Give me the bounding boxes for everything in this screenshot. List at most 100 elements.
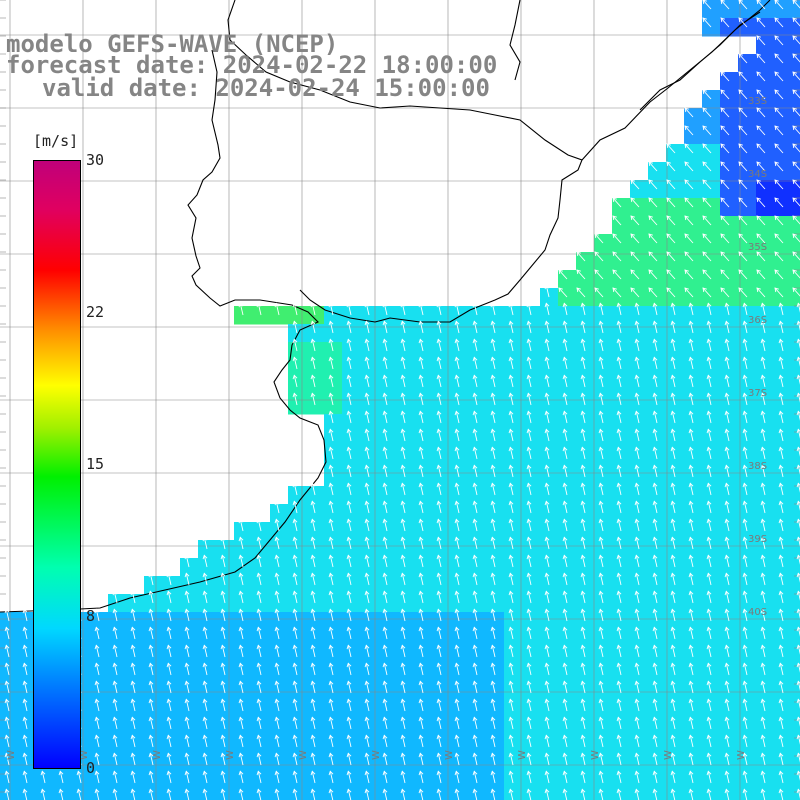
wind-arrow-head (760, 788, 766, 794)
wind-arrow (131, 681, 136, 694)
wind-cell (738, 270, 757, 289)
wind-arrow-head (382, 770, 388, 776)
wind-cell (792, 72, 800, 91)
wind-arrow (185, 609, 190, 622)
wind-arrow (329, 681, 334, 694)
wind-cell (0, 612, 19, 631)
wind-arrow-head (436, 644, 442, 650)
wind-cell (468, 324, 487, 343)
wind-cell (594, 594, 613, 613)
wind-cell (252, 720, 271, 739)
wind-arrow-head (472, 698, 478, 704)
wind-arrow-head (580, 662, 586, 668)
wind-arrow-head (4, 698, 10, 704)
wind-arrow-head (562, 644, 568, 650)
wind-cell (630, 666, 649, 685)
wind-arrow-head (688, 626, 694, 632)
wind-arrow-head (792, 215, 797, 221)
wind-cell (288, 648, 307, 667)
wind-arrow-head (472, 662, 478, 668)
wind-arrow-head (562, 680, 568, 686)
wind-cell (270, 540, 289, 559)
wind-arrow (329, 429, 334, 442)
wind-arrow (509, 519, 514, 532)
wind-cell (144, 684, 163, 703)
wind-arrow (545, 357, 550, 370)
wind-arrow-head (436, 788, 442, 794)
wind-arrow-head (184, 752, 190, 758)
wind-arrow (761, 735, 766, 748)
wind-arrow (275, 537, 280, 550)
wind-arrow (617, 339, 622, 352)
wind-cell (504, 414, 523, 433)
wind-cell (684, 288, 703, 307)
wind-cell (378, 432, 397, 451)
wind-arrow-head (774, 89, 779, 95)
wind-cell (612, 504, 631, 523)
wind-arrow-head (94, 680, 100, 686)
wind-cell (486, 684, 505, 703)
wind-cell (36, 774, 55, 793)
wind-arrow (509, 663, 514, 676)
wind-arrow (653, 321, 658, 334)
wind-arrow (509, 447, 514, 460)
wind-cell (198, 630, 217, 649)
wind-cell (504, 612, 523, 631)
wind-arrow-head (796, 734, 800, 740)
wind-arrow-head (670, 482, 676, 488)
wind-arrow (527, 609, 532, 622)
wind-cell (396, 504, 415, 523)
wind-arrow (738, 89, 748, 100)
wind-cell (720, 180, 739, 199)
wind-arrow-head (418, 680, 424, 686)
wind-arrow (774, 215, 784, 226)
wind-arrow-head (634, 536, 640, 542)
wind-arrow (347, 357, 352, 370)
wind-arrow (131, 771, 136, 784)
wind-arrow (419, 591, 424, 604)
wind-arrow-head (648, 233, 653, 239)
wind-cell (666, 378, 685, 397)
wind-arrow-head (580, 626, 586, 632)
wind-arrow-head (562, 464, 568, 470)
wind-arrow-head (720, 251, 725, 257)
wind-arrow-head (562, 770, 568, 776)
wind-cell (702, 720, 721, 739)
wind-arrow-head (220, 608, 226, 614)
wind-cell (414, 414, 433, 433)
wind-cell (216, 720, 235, 739)
wind-arrow (383, 321, 388, 334)
wind-cell (396, 450, 415, 469)
wind-arrow (5, 645, 10, 658)
wind-arrow-head (454, 302, 460, 308)
wind-arrow-head (616, 374, 622, 380)
wind-arrow-head (742, 770, 748, 776)
wind-cell (792, 342, 800, 361)
wind-arrow-head (418, 608, 424, 614)
wind-cell (774, 144, 793, 163)
wind-cell (702, 252, 721, 271)
wind-arrow (725, 393, 730, 406)
wind-arrow (707, 429, 712, 442)
wind-arrow-head (490, 500, 496, 506)
wind-cell (630, 216, 649, 235)
wind-cell (738, 396, 757, 415)
wind-cell (630, 450, 649, 469)
wind-arrow (455, 699, 460, 712)
wind-cell (738, 630, 757, 649)
wind-arrow (473, 321, 478, 334)
wind-cell (342, 720, 361, 739)
wind-cell (738, 558, 757, 577)
wind-cell (378, 648, 397, 667)
wind-cell (630, 198, 649, 217)
wind-arrow-head (346, 338, 352, 344)
wind-arrow-head (256, 716, 262, 722)
wind-arrow-head (472, 338, 478, 344)
wind-cell (576, 450, 595, 469)
wind-arrow (491, 735, 496, 748)
wind-arrow (653, 591, 658, 604)
wind-arrow-head (4, 626, 10, 632)
wind-arrow (563, 627, 568, 640)
wind-cell (216, 612, 235, 631)
wind-arrow (761, 627, 766, 640)
